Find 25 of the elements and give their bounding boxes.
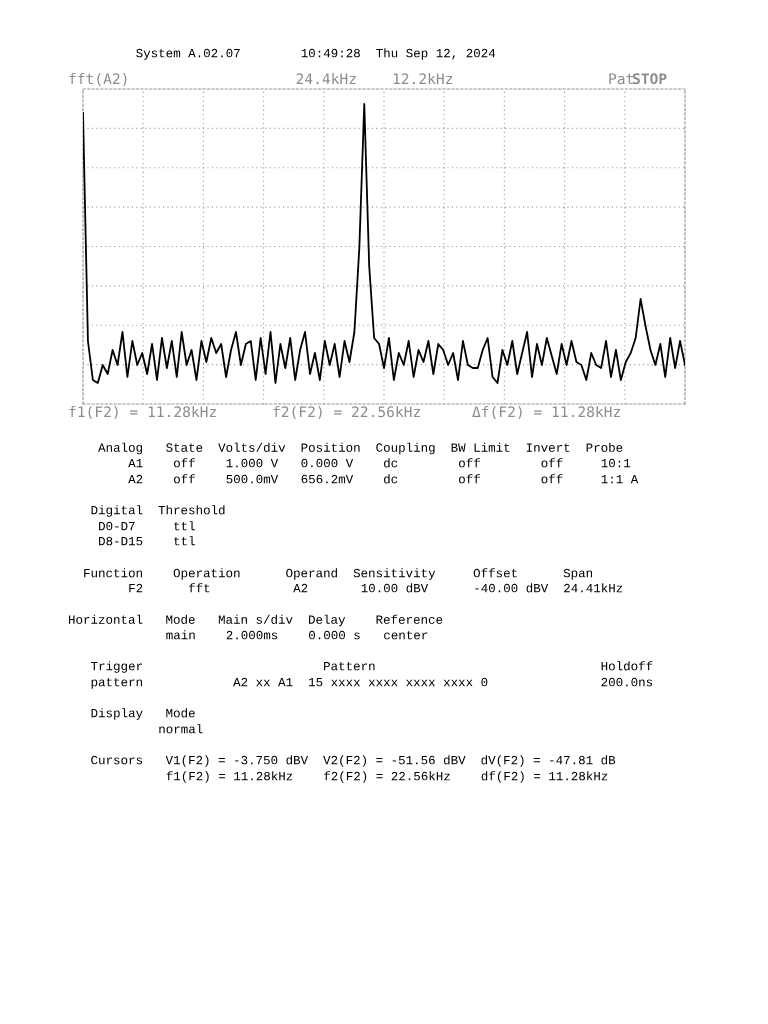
text: main 2.000ms 0.000 s center [166, 630, 428, 640]
text: System A.02.07 10:49:28 Thu Sep 12, 2024 [136, 48, 496, 60]
text: fft(A2) [69, 72, 127, 86]
text: A1 off 1.000 V 0.000 V dc off off 10:1 [128, 458, 631, 468]
text: Δf(F2) = 11.28kHz [472, 405, 620, 419]
text: Analog State Volts/div Position Coupling BW Limit Invert Probe [98, 442, 623, 455]
text: 24.4kHz [296, 72, 356, 85]
text: D0-D7 ttl [99, 521, 195, 531]
text: Cursors V1(F2) = -3.750 dBV V2(F2) = -51.56 dBV dV(F2) = -47.81 dB [91, 755, 616, 767]
text: Digital Threshold [91, 505, 225, 517]
text: Display Mode [91, 708, 195, 720]
text: f2(F2) = 22.56kHz [273, 405, 420, 419]
text: Function Operation Operand Sensitivity Offset Span [84, 568, 593, 580]
text: Trigger Pattern Holdoff [91, 661, 653, 673]
text: Horizontal Mode Main s/div Delay Reference [68, 614, 443, 627]
text: 12.2kHz [393, 72, 453, 85]
text: A2 off 500.0mV 656.2mV dc off off 1:1 A [128, 474, 639, 484]
text: F2 fft A2 10.00 dBV -40.00 dBV 24.41kHz [129, 583, 623, 593]
text: Pat [609, 73, 633, 85]
text: STOP [632, 73, 667, 85]
text: normal [159, 724, 203, 734]
text: pattern A2 xx A1 15 xxxx xxxx xxxx xxxx 0 200.0ns [91, 677, 653, 689]
text: f1(F2) = 11.28kHz [69, 405, 216, 419]
text: D8-D15 ttl [99, 536, 195, 546]
text: f1(F2) = 11.28kHz f2(F2) = 22.56kHz df(F2) = 11.28kHz [166, 771, 608, 783]
